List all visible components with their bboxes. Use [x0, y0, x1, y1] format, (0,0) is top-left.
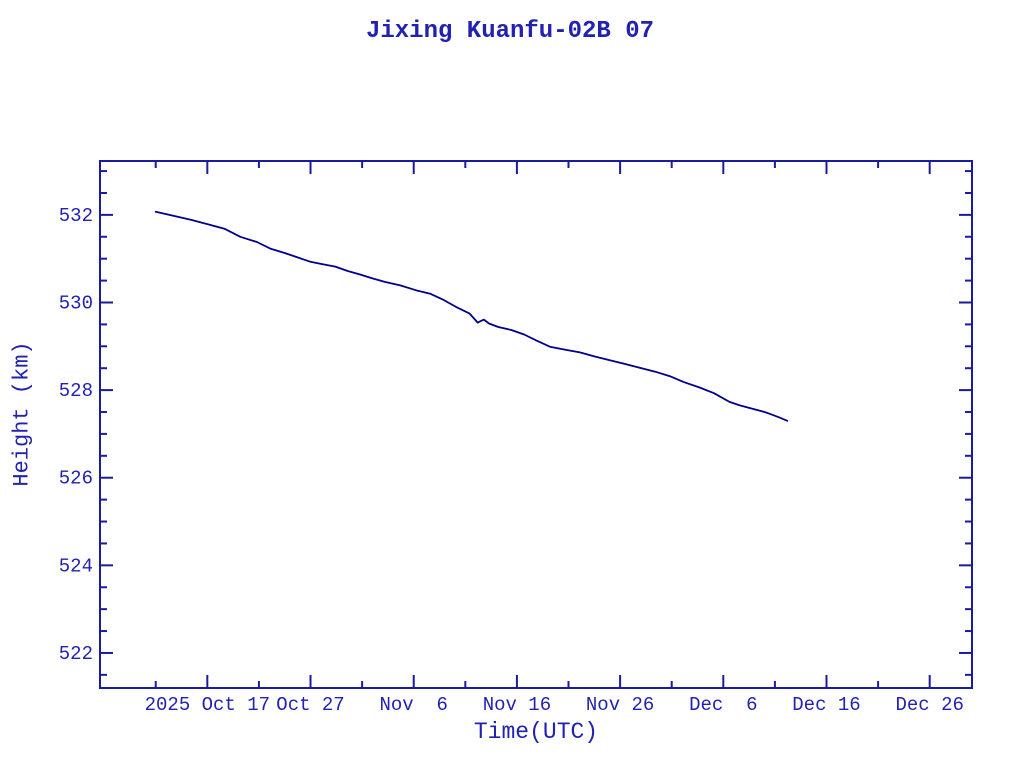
x-axis-title: Time(UTC)	[473, 719, 599, 745]
y-tick-label: 524	[59, 555, 93, 577]
y-tick-label: 522	[59, 643, 93, 665]
x-tick-label: 2025 Oct 17	[145, 694, 270, 716]
y-tick-label: 532	[59, 205, 93, 227]
height-series-line	[154, 210, 789, 422]
x-tick-label: Dec 6	[689, 694, 757, 716]
x-tick-label: Nov 16	[483, 694, 551, 716]
y-axis-title-text: Height (km)	[9, 341, 35, 487]
chart-title: Jixing Kuanfu-02B 07	[365, 18, 655, 45]
x-tick-label: Oct 27	[276, 694, 344, 716]
x-tick-label: Nov 26	[586, 694, 654, 716]
plot-frame	[99, 160, 973, 689]
y-tick-label: 530	[59, 292, 93, 314]
x-tick-label: Dec 16	[792, 694, 860, 716]
y-tick-label: 526	[59, 468, 93, 490]
x-tick-label: Dec 26	[895, 694, 963, 716]
x-tick-label: Nov 6	[380, 694, 448, 716]
y-tick-label: 528	[59, 380, 93, 402]
